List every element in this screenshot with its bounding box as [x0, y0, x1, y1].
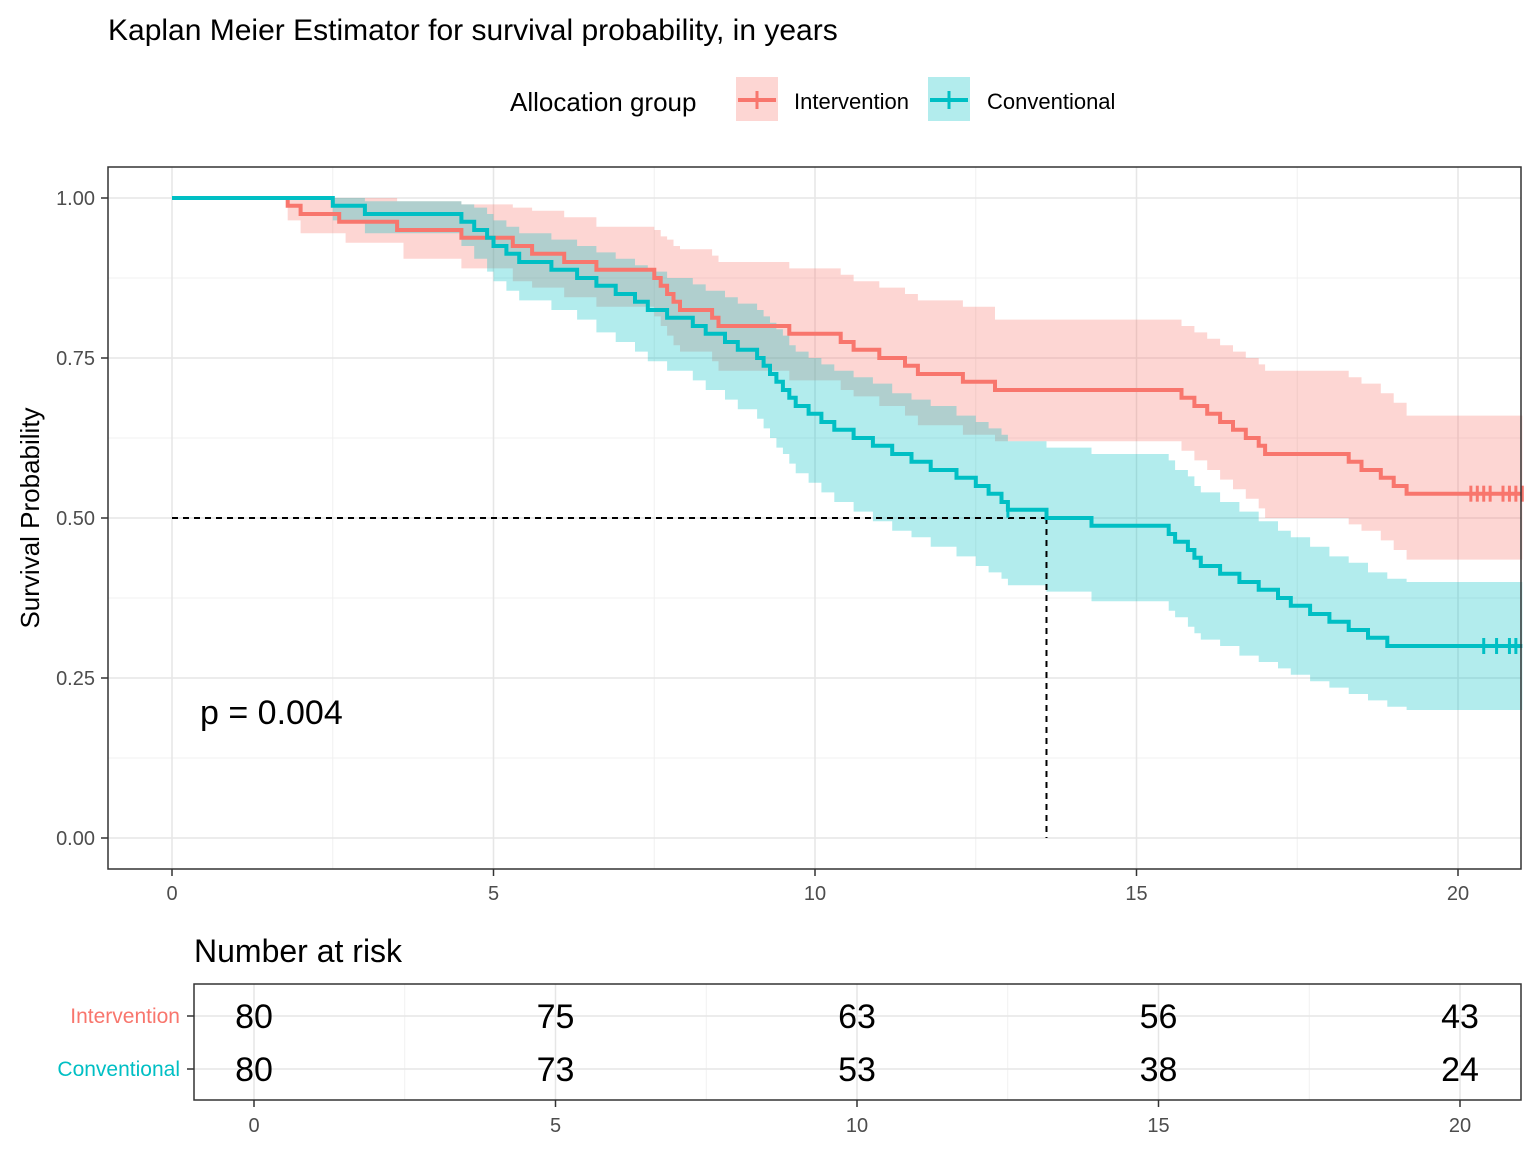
y-tick-label: 0.50	[56, 508, 95, 530]
censor-marks	[1006, 485, 1524, 654]
x-tick-label: 15	[1125, 883, 1147, 905]
risk-table: Number at risk 80 75 63 56 43 80 73 53 38 24 Inte…	[57, 933, 1522, 1137]
legend: Allocation group Intervention Convention…	[510, 77, 1115, 121]
risk-cell-conventional: 73	[537, 1051, 575, 1089]
y-tick-label: 1.00	[56, 188, 95, 210]
survival-curve-intervention	[172, 196, 1523, 496]
risk-cell-conventional: 53	[838, 1051, 876, 1089]
confidence-band-intervention	[172, 198, 1523, 560]
survival-curve-conventional	[172, 196, 1523, 648]
y-tick-label: 0.00	[56, 828, 95, 850]
median-reference-lines	[172, 517, 1048, 838]
risk-x-tick-label: 15	[1147, 1115, 1169, 1137]
x-tick-label: 5	[488, 883, 499, 905]
x-tick-label: 0	[166, 883, 177, 905]
x-tick-label: 10	[804, 883, 826, 905]
risk-cell-conventional: 24	[1441, 1051, 1479, 1089]
risk-cell-conventional: 38	[1140, 1051, 1178, 1089]
risk-cell-intervention: 43	[1441, 998, 1479, 1036]
risk-table-title: Number at risk	[194, 933, 403, 969]
risk-table-axes: Intervention Conventional 0 5 10 15 20	[57, 1005, 1471, 1137]
risk-x-tick-label: 5	[550, 1115, 561, 1137]
risk-x-tick-label: 0	[248, 1115, 259, 1137]
confidence-bands	[172, 198, 1523, 710]
risk-cell-intervention: 63	[838, 998, 876, 1036]
risk-cell-intervention: 56	[1140, 998, 1178, 1036]
x-tick-label: 20	[1447, 883, 1469, 905]
axes: 0 5 10 15 20 0.00 0.25 0.50 0.75 1.00	[56, 188, 1469, 905]
legend-title: Allocation group	[510, 87, 696, 117]
risk-table-cells: 80 75 63 56 43 80 73 53 38 24	[235, 998, 1479, 1089]
risk-x-tick-label: 10	[846, 1115, 868, 1137]
survival-curves	[172, 196, 1523, 648]
y-tick-label: 0.75	[56, 348, 95, 370]
risk-cell-intervention: 80	[235, 998, 273, 1036]
chart-title: Kaplan Meier Estimator for survival prob…	[108, 14, 838, 47]
risk-cell-conventional: 80	[235, 1051, 273, 1089]
risk-cell-intervention: 75	[537, 998, 575, 1036]
p-value-annotation: p = 0.004	[200, 694, 343, 732]
risk-grid-lines	[194, 984, 1521, 1100]
confidence-band-conventional	[172, 198, 1523, 710]
risk-x-tick-label: 20	[1449, 1115, 1471, 1137]
legend-label-intervention: Intervention	[794, 89, 909, 114]
legend-label-conventional: Conventional	[987, 89, 1115, 114]
risk-row-label-conventional: Conventional	[57, 1058, 180, 1081]
survival-plot: 0 5 10 15 20 0.00 0.25 0.50 0.75 1.00 p = 0.004 S…	[15, 166, 1524, 905]
y-axis-label: Survival Probability	[15, 407, 45, 628]
y-tick-label: 0.25	[56, 668, 95, 690]
risk-row-label-intervention: Intervention	[70, 1005, 180, 1028]
